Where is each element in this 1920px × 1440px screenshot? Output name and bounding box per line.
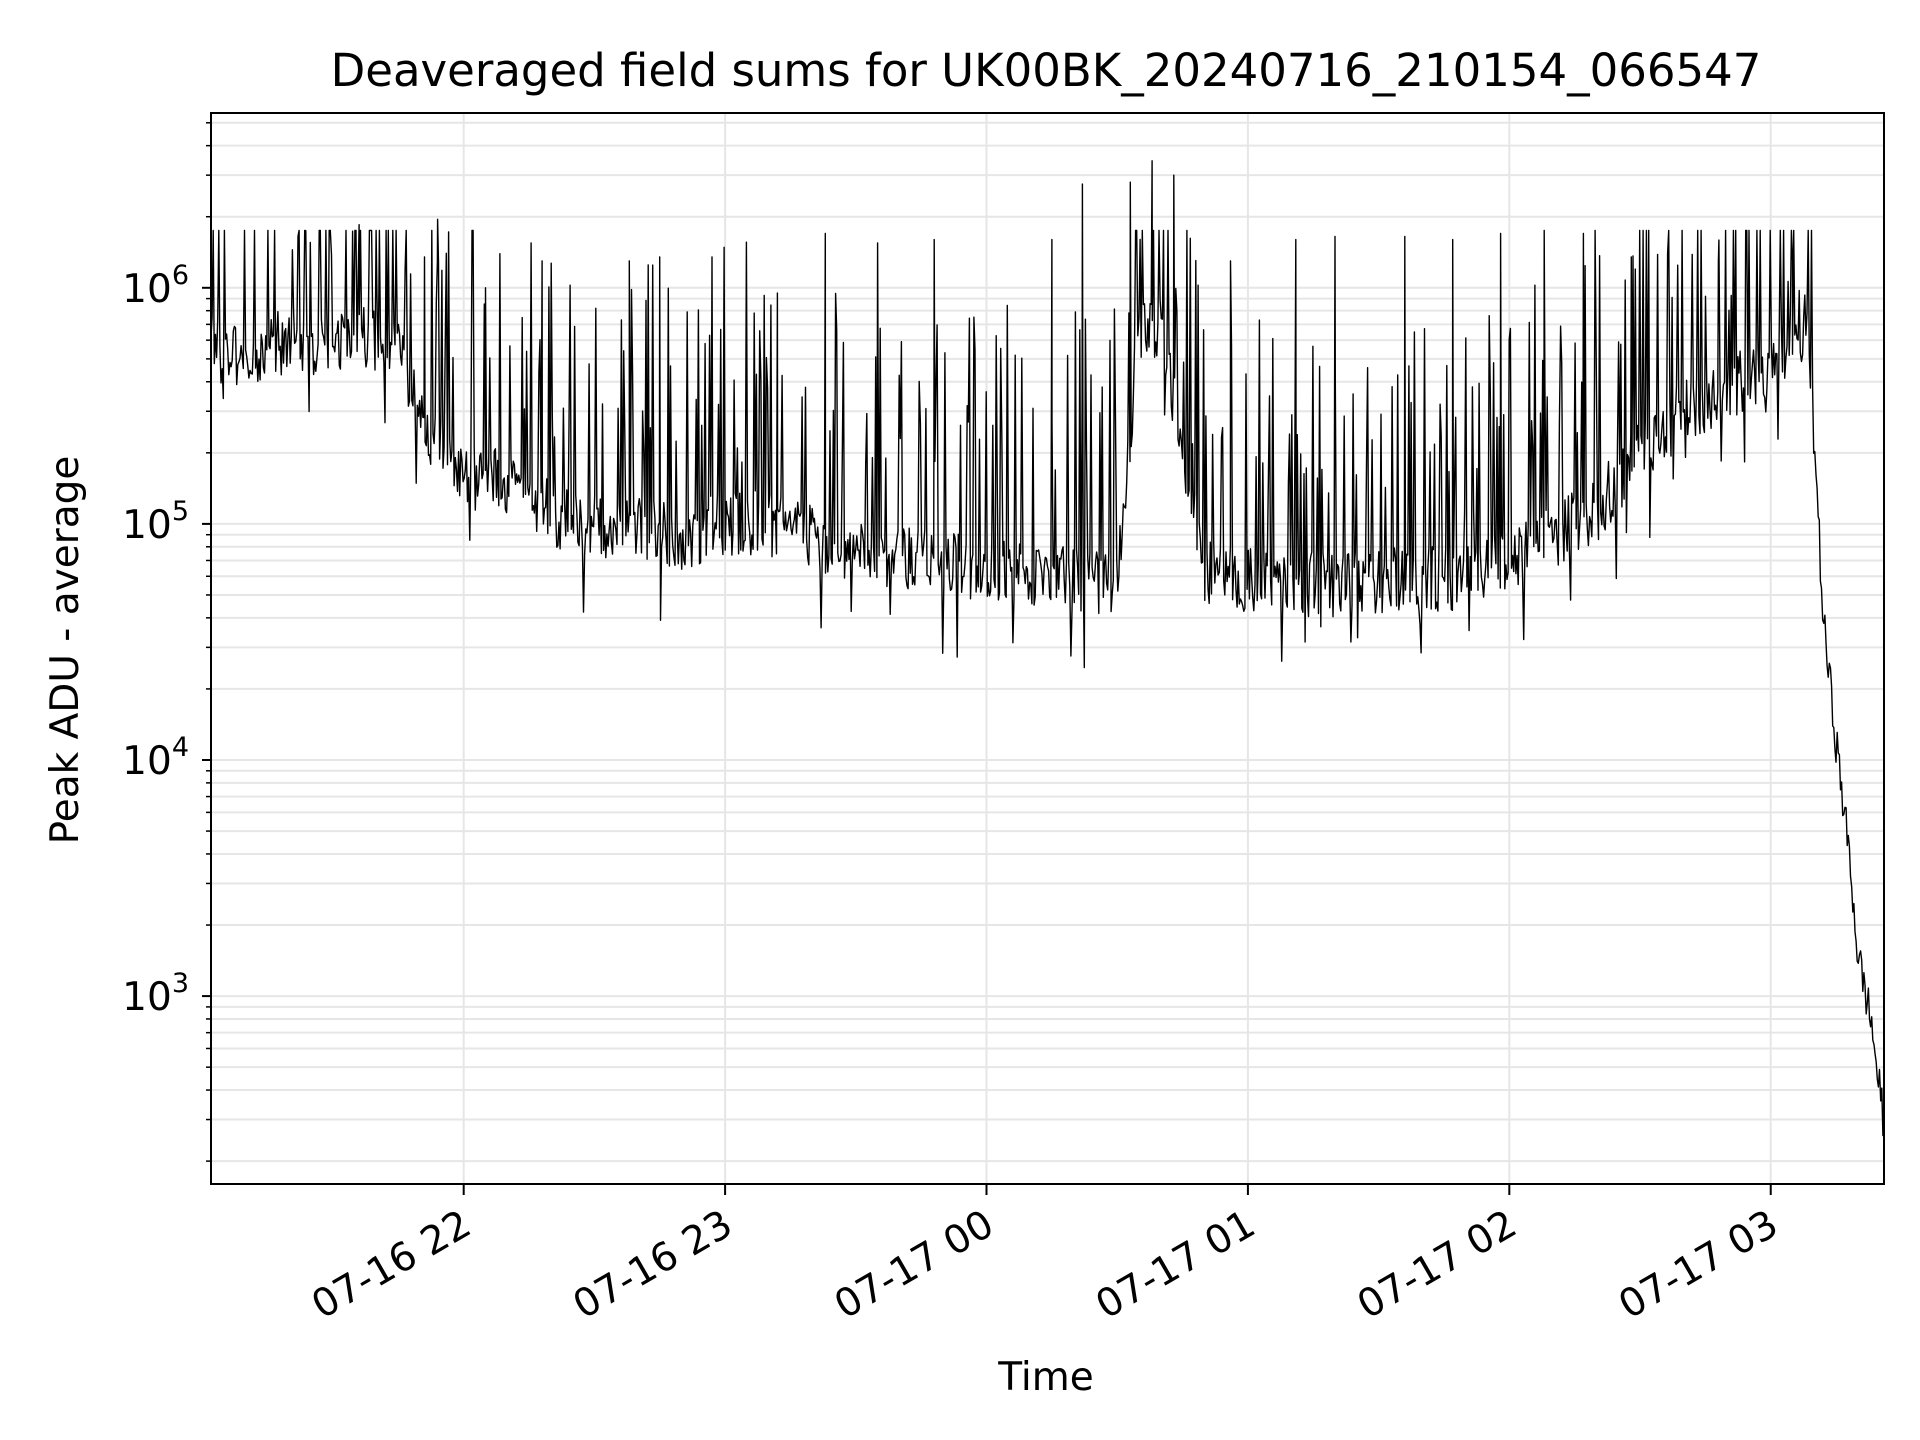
plot-area (210, 160, 1885, 1137)
series-line (210, 160, 1885, 1137)
y-tick-exponent: 5 (172, 496, 189, 527)
y-tick-exponent: 6 (172, 260, 189, 291)
grid (211, 113, 1884, 1184)
y-tick-label: 106 (122, 260, 189, 312)
x-axis-label: Time (997, 1355, 1093, 1400)
y-tick-exponent: 3 (172, 968, 189, 999)
plot-frame (210, 112, 1885, 1185)
y-axis-label: Peak ADU - average (43, 456, 88, 845)
y-tick-exponent: 4 (172, 732, 189, 763)
chart-title: Deaveraged field sums for UK00BK_2024071… (331, 44, 1762, 97)
y-tick-label: 104 (122, 732, 189, 784)
